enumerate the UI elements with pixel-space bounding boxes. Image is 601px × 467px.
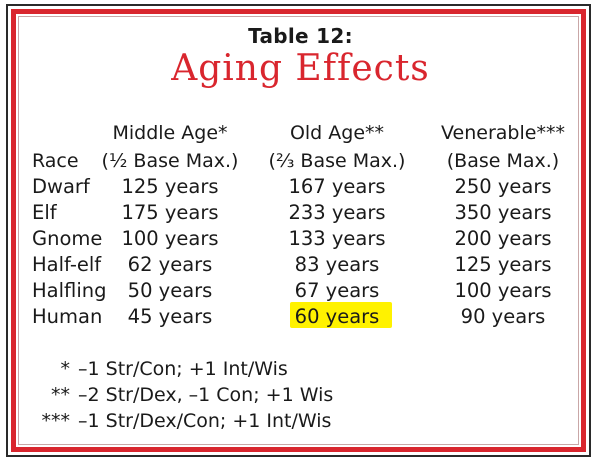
old-age-cell: 60 years bbox=[294, 305, 380, 328]
footnote-mark: *** bbox=[41, 410, 71, 432]
middle-age-cell: 125 years bbox=[121, 175, 219, 198]
race-cell: Half-elf bbox=[32, 253, 102, 276]
middle-age-cell: 50 years bbox=[127, 279, 213, 302]
header-old-age-sub: (⅔ Base Max.) bbox=[268, 150, 406, 172]
old-age-cell: 233 years bbox=[288, 201, 386, 224]
red-border bbox=[11, 9, 586, 452]
venerable-cell: 90 years bbox=[460, 305, 546, 328]
outer-frame bbox=[6, 4, 591, 457]
old-age-cell: 167 years bbox=[288, 175, 386, 198]
header-venerable-sub: (Base Max.) bbox=[446, 150, 560, 172]
highlight-human-old-age bbox=[290, 302, 392, 328]
table-title: Aging Effects bbox=[171, 48, 430, 89]
header-race: Race bbox=[32, 150, 79, 172]
race-cell: Halfling bbox=[32, 279, 107, 302]
footnote-mark: * bbox=[60, 358, 71, 380]
race-cell: Human bbox=[32, 305, 103, 328]
table-number: Table 12: bbox=[248, 24, 353, 48]
middle-age-cell: 45 years bbox=[127, 305, 213, 328]
header-middle-age-sub: (½ Base Max.) bbox=[101, 150, 239, 172]
race-cell: Elf bbox=[32, 201, 57, 224]
venerable-cell: 350 years bbox=[454, 201, 552, 224]
venerable-cell: 100 years bbox=[454, 279, 552, 302]
header-middle-age: Middle Age* bbox=[112, 122, 228, 144]
venerable-cell: 250 years bbox=[454, 175, 552, 198]
race-cell: Gnome bbox=[32, 227, 103, 250]
old-age-cell: 83 years bbox=[294, 253, 380, 276]
race-cell: Dwarf bbox=[32, 175, 90, 198]
venerable-cell: 200 years bbox=[454, 227, 552, 250]
middle-age-cell: 100 years bbox=[121, 227, 219, 250]
inner-rule bbox=[18, 16, 579, 445]
footnote-text: –1 Str/Dex/Con; +1 Int/Wis bbox=[78, 410, 332, 432]
middle-age-cell: 62 years bbox=[127, 253, 213, 276]
header-venerable: Venerable*** bbox=[441, 122, 565, 144]
old-age-cell: 133 years bbox=[288, 227, 386, 250]
header-old-age: Old Age** bbox=[289, 122, 385, 144]
venerable-cell: 125 years bbox=[454, 253, 552, 276]
footnote-mark: ** bbox=[51, 384, 70, 406]
old-age-cell: 67 years bbox=[294, 279, 380, 302]
footnote-text: –1 Str/Con; +1 Int/Wis bbox=[78, 358, 288, 380]
middle-age-cell: 175 years bbox=[121, 201, 219, 224]
footnote-text: –2 Str/Dex, –1 Con; +1 Wis bbox=[78, 384, 334, 406]
